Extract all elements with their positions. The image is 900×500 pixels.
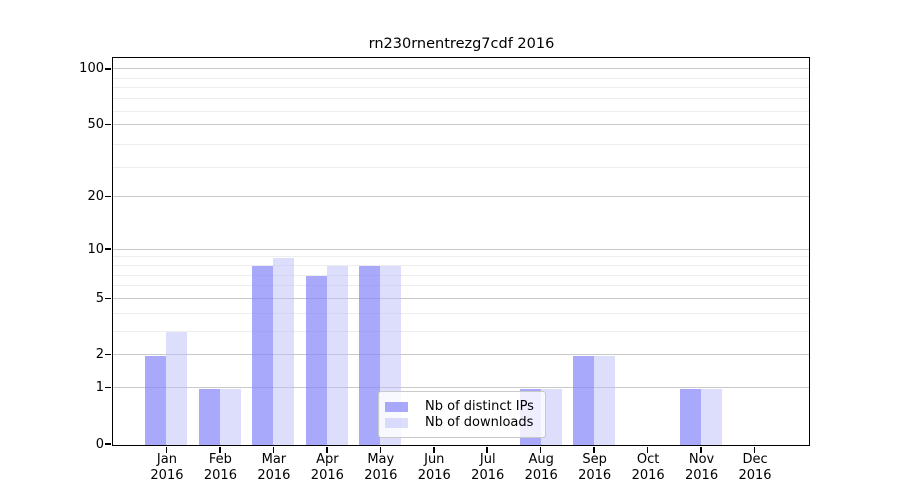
bar-nb-of-downloads-jan: [166, 332, 188, 445]
legend-swatch-downloads: [385, 417, 408, 428]
gridline-minor-8: [113, 264, 809, 266]
gridline-major-100: [113, 68, 809, 70]
y-tick-mark-50: [105, 123, 111, 126]
x-tick-label-mar: Mar 2016: [257, 452, 291, 483]
y-tick-mark-10: [105, 248, 111, 250]
x-tick-mark-jan: [165, 447, 168, 453]
x-tick-mark-sep: [593, 447, 595, 453]
y-tick-label-0: 0: [95, 436, 104, 452]
legend-item-downloads: Nb of downloads: [385, 415, 537, 430]
gridline-major-5: [113, 297, 809, 299]
y-tick-label-100: 100: [79, 61, 104, 77]
x-tick-mark-apr: [326, 447, 328, 453]
bar-nb-of-distinct-ips-sep: [573, 355, 595, 445]
gridline-minor-6: [113, 285, 809, 287]
gridline-minor-69: [113, 98, 809, 100]
gridline-major-50: [113, 123, 809, 125]
y-tick-mark-20: [105, 195, 111, 198]
gridline-minor-7: [113, 274, 809, 276]
x-tick-label-feb: Feb 2016: [203, 452, 237, 483]
x-tick-mark-may: [379, 447, 382, 453]
x-tick-mark-jul: [486, 447, 488, 453]
gridline-major-1: [113, 387, 809, 389]
y-tick-mark-0: [105, 443, 111, 445]
x-tick-mark-aug: [539, 447, 542, 453]
legend-label-downloads: Nb of downloads: [425, 415, 534, 430]
x-tick-mark-feb: [219, 447, 221, 453]
y-tick-mark-100: [105, 68, 111, 70]
plot-area: [105, 57, 810, 453]
x-tick-label-jan: Jan 2016: [150, 452, 184, 483]
x-tick-label-aug: Aug 2016: [524, 452, 558, 483]
y-tick-label-10: 10: [87, 241, 104, 257]
y-tick-label-50: 50: [87, 116, 104, 132]
bar-nb-of-downloads-sep: [594, 355, 616, 445]
x-tick-label-jul: Jul 2016: [471, 452, 505, 483]
bar-nb-of-distinct-ips-nov: [680, 388, 702, 445]
gridline-minor-29: [113, 167, 809, 169]
x-tick-label-may: May 2016: [364, 452, 398, 483]
x-tick-label-nov: Nov 2016: [685, 452, 719, 483]
x-tick-label-oct: Oct 2016: [631, 452, 665, 483]
y-tick-mark-2: [105, 353, 111, 356]
y-tick-mark-5: [105, 297, 111, 300]
gridline-minor-4: [113, 312, 809, 314]
plot-inner: [105, 58, 809, 453]
y-tick-label-2: 2: [95, 347, 104, 363]
gridline-minor-89: [113, 77, 809, 79]
gridline-minor-9: [113, 256, 809, 258]
x-tick-label-jun: Jun 2016: [417, 452, 451, 483]
legend-label-distinct-ips: Nb of distinct IPs: [425, 399, 534, 414]
bar-nb-of-distinct-ips-apr: [305, 276, 327, 445]
gridline-minor-59: [113, 110, 809, 112]
y-tick-label-1: 1: [95, 380, 104, 396]
x-tick-mark-oct: [646, 447, 649, 453]
gridline-minor-39: [113, 143, 809, 145]
bar-nb-of-downloads-apr: [326, 266, 348, 445]
x-tick-mark-nov: [700, 447, 702, 453]
chart-title: rn230rnentrezg7cdf 2016: [368, 36, 555, 52]
x-tick-mark-dec: [753, 447, 756, 453]
gridline-major-2: [113, 354, 809, 356]
legend-swatch-distinct-ips: [385, 401, 408, 412]
bar-nb-of-distinct-ips-mar: [252, 266, 274, 445]
x-tick-label-apr: Apr 2016: [310, 452, 344, 483]
bar-nb-of-downloads-feb: [219, 388, 241, 445]
y-tick-label-20: 20: [87, 189, 104, 205]
gridline-minor-79: [113, 87, 809, 89]
legend-item-distinct-ips: Nb of distinct IPs: [385, 399, 537, 414]
x-tick-label-dec: Dec 2016: [738, 452, 772, 483]
bar-nb-of-downloads-mar: [273, 257, 295, 445]
y-tick-mark-1: [105, 386, 111, 389]
y-tick-label-5: 5: [95, 290, 104, 306]
x-tick-mark-mar: [272, 447, 275, 453]
bar-nb-of-distinct-ips-jan: [145, 355, 167, 445]
gridline-major-20: [113, 196, 809, 198]
gridline-major-10: [113, 248, 809, 250]
bar-nb-of-distinct-ips-feb: [198, 388, 220, 445]
legend: Nb of distinct IPs Nb of downloads: [378, 391, 546, 438]
bar-nb-of-distinct-ips-may: [359, 266, 381, 445]
x-tick-mark-jun: [433, 447, 435, 453]
bar-nb-of-downloads-nov: [701, 388, 723, 445]
gridline-minor-3: [113, 330, 809, 332]
x-tick-label-sep: Sep 2016: [578, 452, 612, 483]
